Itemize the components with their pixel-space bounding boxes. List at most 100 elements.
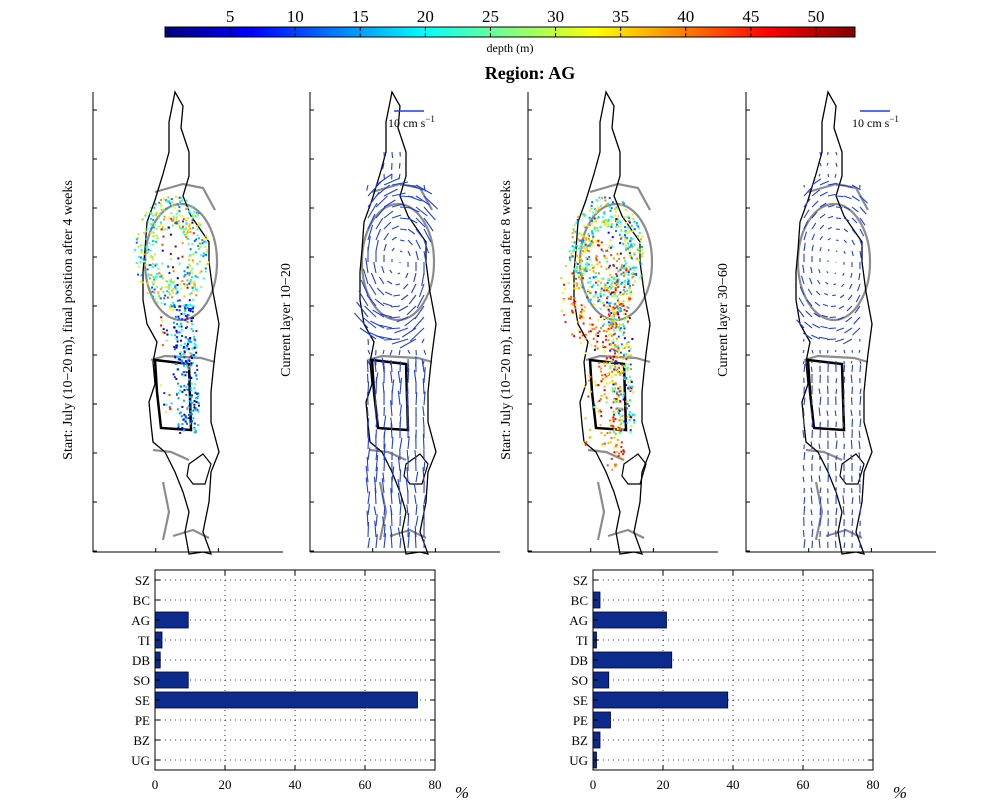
particle [564,320,567,323]
particle [571,232,574,235]
particle [190,253,193,256]
particle [600,248,603,251]
particle [190,304,193,307]
map-panel-4 [745,90,936,555]
current-arrow [366,184,369,191]
particle [599,204,602,207]
region-line [596,481,606,541]
particle [188,414,191,417]
current-arrow [803,220,809,230]
particle [596,340,599,343]
current-arrow [390,533,393,549]
particle [585,441,588,444]
particle [151,290,154,293]
particle [617,316,620,319]
particle [584,333,587,336]
particle [611,370,614,373]
scale-text: 10 cm s−1 [388,114,435,130]
particle [625,353,628,356]
particle [589,243,592,246]
panel4-ylabel: Current layer 30−60 [716,263,731,377]
particle [620,302,623,305]
particle [190,421,193,424]
particle [625,407,628,410]
current-arrow [358,290,369,307]
particle [599,293,602,296]
particle [624,376,627,379]
particle [602,220,605,223]
particle [188,396,191,399]
current-arrow [383,199,396,208]
particle [617,335,620,338]
particle [597,216,600,219]
particle [607,224,610,227]
y-tick-label: UG [569,753,588,768]
particle [149,277,152,280]
particle [633,243,636,246]
particle [613,323,616,326]
current-arrow [409,327,425,342]
region-line [152,448,190,462]
current-arrow [835,151,838,156]
particle [154,278,157,281]
particle [627,320,630,323]
particle [160,203,163,206]
particle [171,219,174,222]
particle [600,277,603,280]
particle [624,225,627,228]
particle [633,253,636,256]
particle [151,265,154,268]
particle [188,365,191,368]
particle [592,337,595,340]
particle [193,280,196,283]
particle [574,261,577,264]
particle [614,463,617,466]
particle [594,344,597,347]
particle [622,201,625,204]
particle [158,225,161,228]
particle [616,318,619,321]
particle [603,434,606,437]
particle [615,218,618,221]
particle [187,383,190,386]
particle [169,307,172,310]
current-arrow [810,366,813,373]
particle [180,312,183,315]
particle [619,351,622,354]
particle [207,261,210,264]
particle [609,239,612,242]
particle [190,276,193,279]
current-arrow [856,283,861,292]
particle [581,234,584,237]
current-arrow [826,162,829,166]
particle [185,222,188,225]
particle [619,400,622,403]
current-arrow [370,320,385,329]
particle [600,287,603,290]
y-tick-label: TI [576,633,588,648]
x-tick-label: 80 [429,777,442,792]
particle [619,306,622,309]
particle [611,320,614,323]
current-arrow [818,443,821,450]
particle [186,286,189,289]
particle [626,363,629,366]
particle [585,266,588,269]
particle [625,384,628,387]
x-tick-label: 40 [727,777,740,792]
particle [175,221,178,224]
current-arrow [383,415,387,428]
region-line [814,481,824,541]
particle [577,271,580,274]
particle [135,238,138,241]
particle [185,233,188,236]
current-arrow [827,173,830,178]
particle [587,330,590,333]
particle [196,377,199,380]
particle [585,237,588,240]
particle [576,256,579,259]
particle [611,316,614,319]
particle [625,345,628,348]
particle [150,227,153,230]
particle [627,244,630,247]
